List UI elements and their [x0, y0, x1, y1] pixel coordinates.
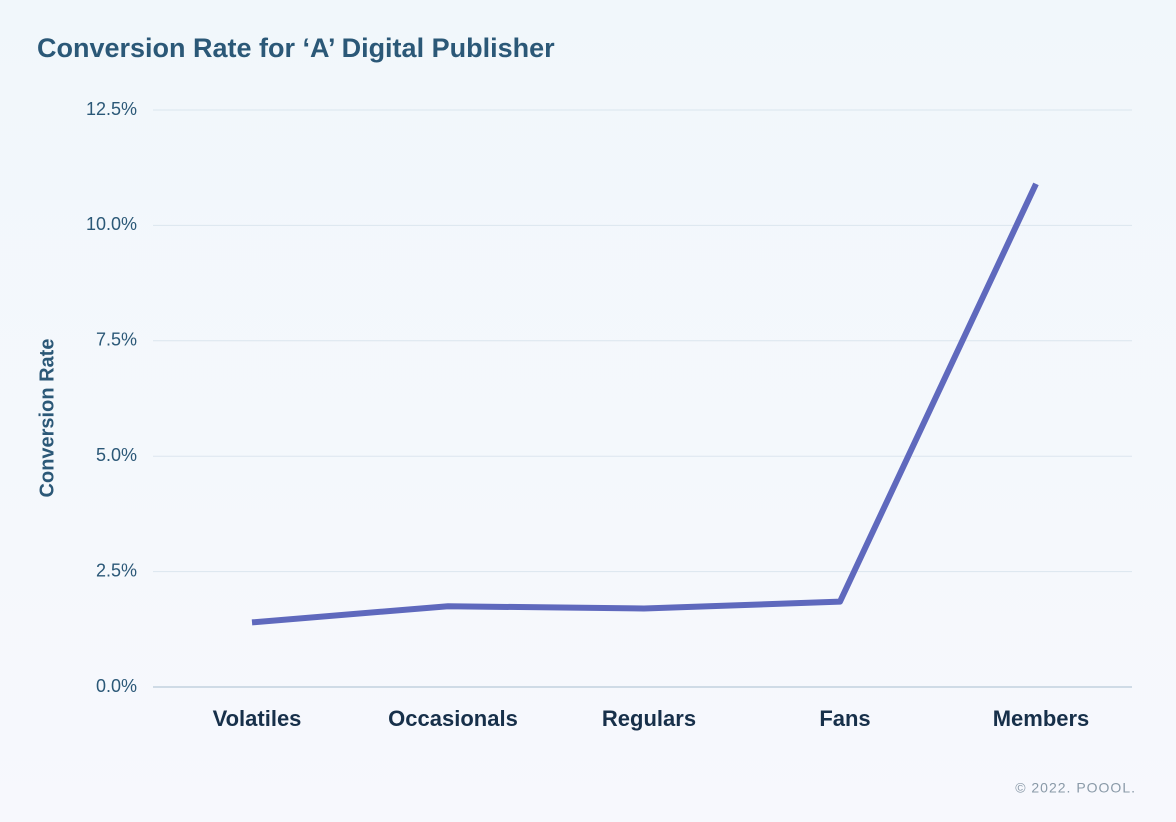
x-tick-label: Fans	[819, 706, 870, 731]
data-line	[251, 182, 1039, 626]
y-tick-label: 0.0%	[96, 676, 137, 696]
y-tick-label: 2.5%	[96, 560, 137, 580]
x-tick-label: Regulars	[602, 706, 696, 731]
y-tick-label: 7.5%	[96, 330, 137, 350]
y-tick-label: 12.5%	[86, 99, 137, 119]
x-tick-label: Members	[993, 706, 1090, 731]
x-tick-label: Volatiles	[213, 706, 302, 731]
y-tick-label: 10.0%	[86, 214, 137, 234]
x-tick-label: Occasionals	[388, 706, 518, 731]
footer: © 2022. POOOL.	[1015, 780, 1136, 796]
y-axis-label: Conversion Rate	[36, 339, 58, 498]
chart-title: Conversion Rate for ‘A’ Digital Publishe…	[37, 33, 555, 63]
y-tick-label: 5.0%	[96, 445, 137, 465]
